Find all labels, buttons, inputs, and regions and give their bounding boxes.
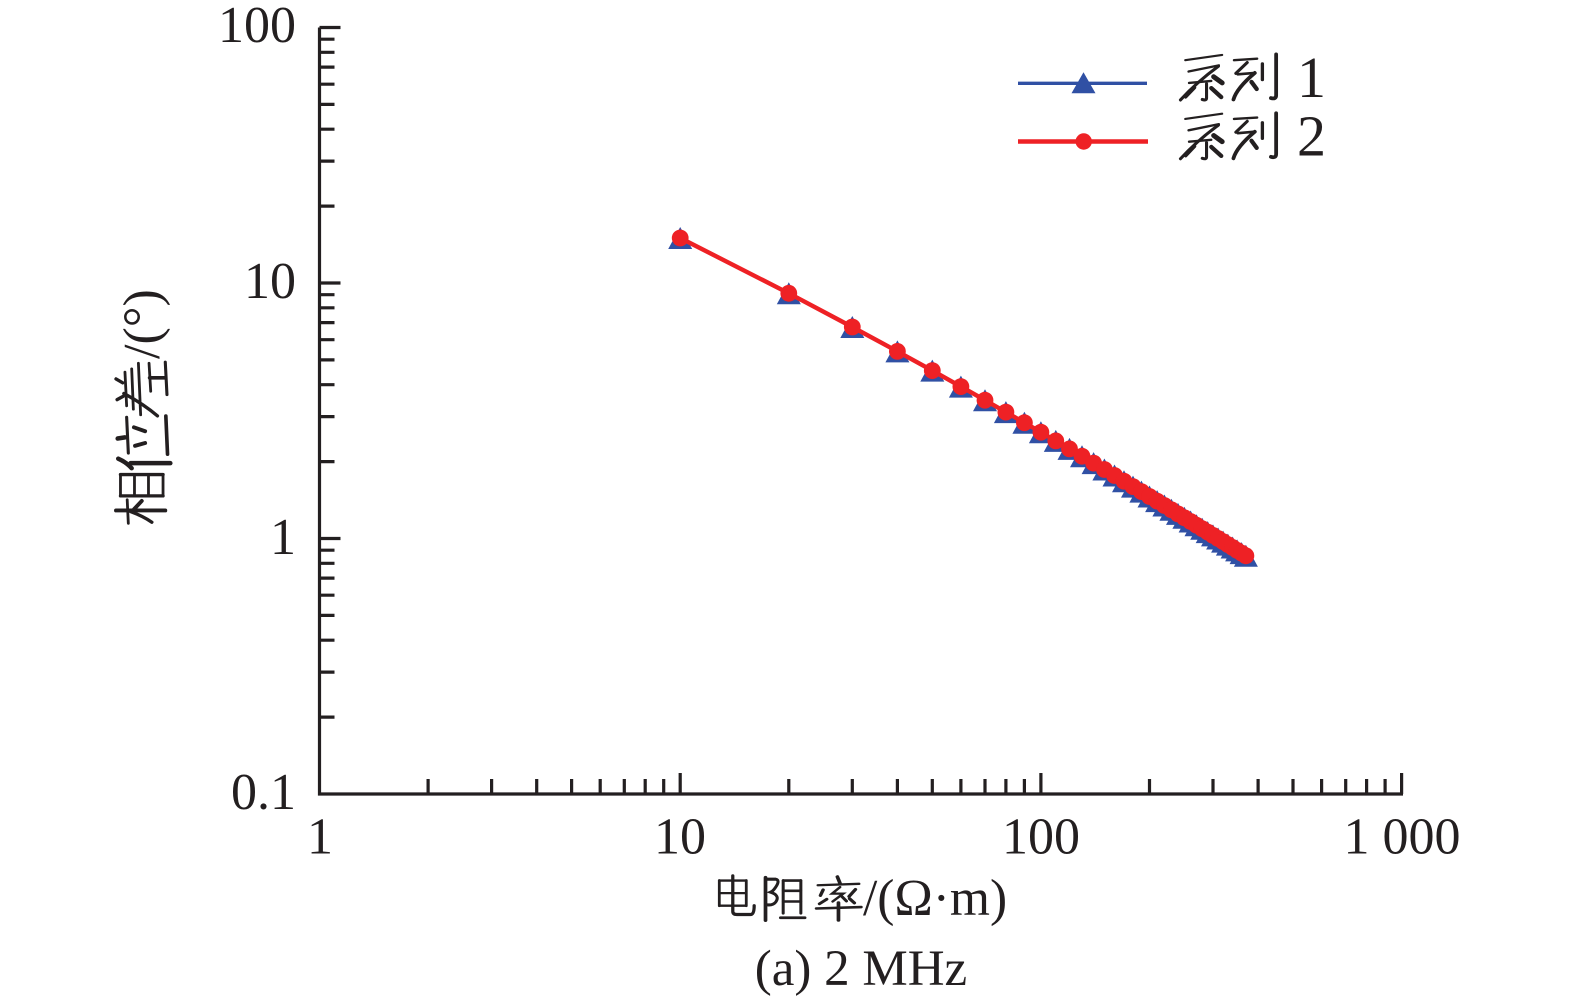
svg-text:2: 2: [1297, 104, 1326, 169]
svg-text:1: 1: [270, 509, 296, 566]
svg-text:1: 1: [307, 809, 333, 866]
svg-text:0.1: 0.1: [231, 764, 296, 821]
svg-text:/(°): /(°): [114, 289, 171, 359]
svg-text:1 000: 1 000: [1344, 809, 1461, 866]
svg-text:1: 1: [1297, 45, 1326, 110]
svg-text:100: 100: [1002, 809, 1080, 866]
svg-text:(a) 2 MHz: (a) 2 MHz: [755, 941, 967, 997]
svg-text:100: 100: [218, 0, 296, 54]
svg-text:/(Ω·m): /(Ω·m): [863, 870, 1007, 927]
svg-text:10: 10: [244, 253, 296, 310]
svg-text:10: 10: [654, 809, 706, 866]
